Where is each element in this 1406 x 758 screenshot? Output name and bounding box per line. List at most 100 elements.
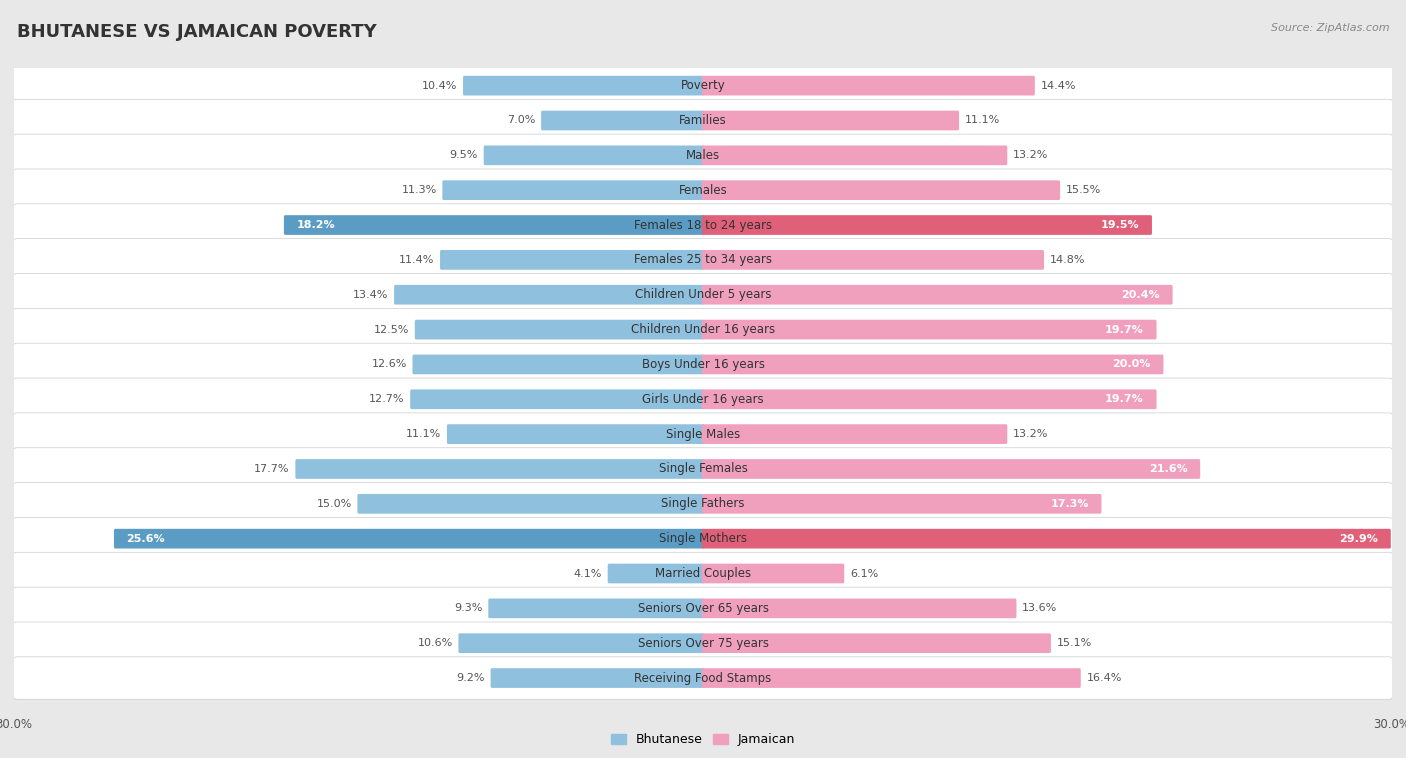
Text: Females 18 to 24 years: Females 18 to 24 years xyxy=(634,218,772,231)
Text: 10.4%: 10.4% xyxy=(422,80,457,91)
FancyBboxPatch shape xyxy=(702,146,1007,165)
Text: 13.4%: 13.4% xyxy=(353,290,388,299)
Text: 6.1%: 6.1% xyxy=(851,568,879,578)
Text: Poverty: Poverty xyxy=(681,79,725,92)
Text: 19.7%: 19.7% xyxy=(1105,394,1144,404)
FancyBboxPatch shape xyxy=(607,564,704,584)
Text: Source: ZipAtlas.com: Source: ZipAtlas.com xyxy=(1271,23,1389,33)
Text: 13.2%: 13.2% xyxy=(1012,150,1049,161)
FancyBboxPatch shape xyxy=(13,274,1393,316)
FancyBboxPatch shape xyxy=(13,622,1393,665)
FancyBboxPatch shape xyxy=(702,215,1152,235)
FancyBboxPatch shape xyxy=(484,146,704,165)
FancyBboxPatch shape xyxy=(702,669,1081,688)
FancyBboxPatch shape xyxy=(443,180,704,200)
FancyBboxPatch shape xyxy=(491,669,704,688)
Text: 15.1%: 15.1% xyxy=(1057,638,1092,648)
FancyBboxPatch shape xyxy=(702,250,1045,270)
Text: 16.4%: 16.4% xyxy=(1087,673,1122,683)
FancyBboxPatch shape xyxy=(702,285,1173,305)
FancyBboxPatch shape xyxy=(13,309,1393,351)
FancyBboxPatch shape xyxy=(702,390,1157,409)
FancyBboxPatch shape xyxy=(13,378,1393,421)
Text: 12.6%: 12.6% xyxy=(371,359,406,369)
Text: 21.6%: 21.6% xyxy=(1149,464,1188,474)
Text: 20.0%: 20.0% xyxy=(1112,359,1152,369)
Text: 11.1%: 11.1% xyxy=(406,429,441,439)
Text: 11.4%: 11.4% xyxy=(399,255,434,265)
FancyBboxPatch shape xyxy=(13,134,1393,177)
Legend: Bhutanese, Jamaican: Bhutanese, Jamaican xyxy=(606,728,800,751)
Text: Single Mothers: Single Mothers xyxy=(659,532,747,545)
FancyBboxPatch shape xyxy=(13,169,1393,211)
Text: Children Under 16 years: Children Under 16 years xyxy=(631,323,775,336)
Text: Males: Males xyxy=(686,149,720,162)
Text: 11.3%: 11.3% xyxy=(401,185,437,196)
FancyBboxPatch shape xyxy=(702,529,1391,549)
Text: 14.4%: 14.4% xyxy=(1040,80,1076,91)
Text: 25.6%: 25.6% xyxy=(127,534,166,543)
FancyBboxPatch shape xyxy=(13,587,1393,630)
Text: Single Females: Single Females xyxy=(658,462,748,475)
FancyBboxPatch shape xyxy=(702,180,1060,200)
FancyBboxPatch shape xyxy=(13,99,1393,142)
Text: 17.7%: 17.7% xyxy=(254,464,290,474)
FancyBboxPatch shape xyxy=(13,657,1393,700)
FancyBboxPatch shape xyxy=(13,343,1393,386)
FancyBboxPatch shape xyxy=(702,564,844,584)
FancyBboxPatch shape xyxy=(394,285,704,305)
FancyBboxPatch shape xyxy=(702,599,1017,619)
FancyBboxPatch shape xyxy=(702,494,1101,514)
Text: 15.0%: 15.0% xyxy=(316,499,352,509)
Text: 9.5%: 9.5% xyxy=(450,150,478,161)
Text: Females: Females xyxy=(679,183,727,196)
Text: 18.2%: 18.2% xyxy=(297,220,335,230)
FancyBboxPatch shape xyxy=(541,111,704,130)
FancyBboxPatch shape xyxy=(702,634,1050,653)
FancyBboxPatch shape xyxy=(702,111,959,130)
FancyBboxPatch shape xyxy=(13,204,1393,246)
FancyBboxPatch shape xyxy=(702,76,1035,96)
Text: 9.3%: 9.3% xyxy=(454,603,482,613)
Text: 4.1%: 4.1% xyxy=(574,568,602,578)
FancyBboxPatch shape xyxy=(458,634,704,653)
FancyBboxPatch shape xyxy=(415,320,704,340)
FancyBboxPatch shape xyxy=(13,448,1393,490)
FancyBboxPatch shape xyxy=(702,424,1007,444)
FancyBboxPatch shape xyxy=(13,553,1393,595)
Text: 20.4%: 20.4% xyxy=(1122,290,1160,299)
Text: 7.0%: 7.0% xyxy=(508,115,536,126)
Text: Single Fathers: Single Fathers xyxy=(661,497,745,510)
Text: 17.3%: 17.3% xyxy=(1050,499,1088,509)
FancyBboxPatch shape xyxy=(702,355,1163,374)
Text: 14.8%: 14.8% xyxy=(1050,255,1085,265)
Text: 15.5%: 15.5% xyxy=(1066,185,1101,196)
Text: 13.6%: 13.6% xyxy=(1022,603,1057,613)
FancyBboxPatch shape xyxy=(284,215,704,235)
Text: 29.9%: 29.9% xyxy=(1340,534,1378,543)
FancyBboxPatch shape xyxy=(114,529,704,549)
FancyBboxPatch shape xyxy=(13,239,1393,281)
Text: Females 25 to 34 years: Females 25 to 34 years xyxy=(634,253,772,266)
Text: 13.2%: 13.2% xyxy=(1012,429,1049,439)
FancyBboxPatch shape xyxy=(702,459,1201,479)
Text: Seniors Over 75 years: Seniors Over 75 years xyxy=(637,637,769,650)
FancyBboxPatch shape xyxy=(357,494,704,514)
FancyBboxPatch shape xyxy=(702,320,1157,340)
FancyBboxPatch shape xyxy=(13,413,1393,456)
FancyBboxPatch shape xyxy=(447,424,704,444)
Text: Married Couples: Married Couples xyxy=(655,567,751,580)
Text: 9.2%: 9.2% xyxy=(457,673,485,683)
Text: 12.7%: 12.7% xyxy=(368,394,405,404)
Text: Girls Under 16 years: Girls Under 16 years xyxy=(643,393,763,406)
Text: Boys Under 16 years: Boys Under 16 years xyxy=(641,358,765,371)
FancyBboxPatch shape xyxy=(411,390,704,409)
FancyBboxPatch shape xyxy=(13,483,1393,525)
Text: BHUTANESE VS JAMAICAN POVERTY: BHUTANESE VS JAMAICAN POVERTY xyxy=(17,23,377,41)
Text: Receiving Food Stamps: Receiving Food Stamps xyxy=(634,672,772,684)
Text: 10.6%: 10.6% xyxy=(418,638,453,648)
Text: 19.5%: 19.5% xyxy=(1101,220,1139,230)
Text: Seniors Over 65 years: Seniors Over 65 years xyxy=(637,602,769,615)
Text: 19.7%: 19.7% xyxy=(1105,324,1144,334)
Text: Single Males: Single Males xyxy=(666,428,740,440)
